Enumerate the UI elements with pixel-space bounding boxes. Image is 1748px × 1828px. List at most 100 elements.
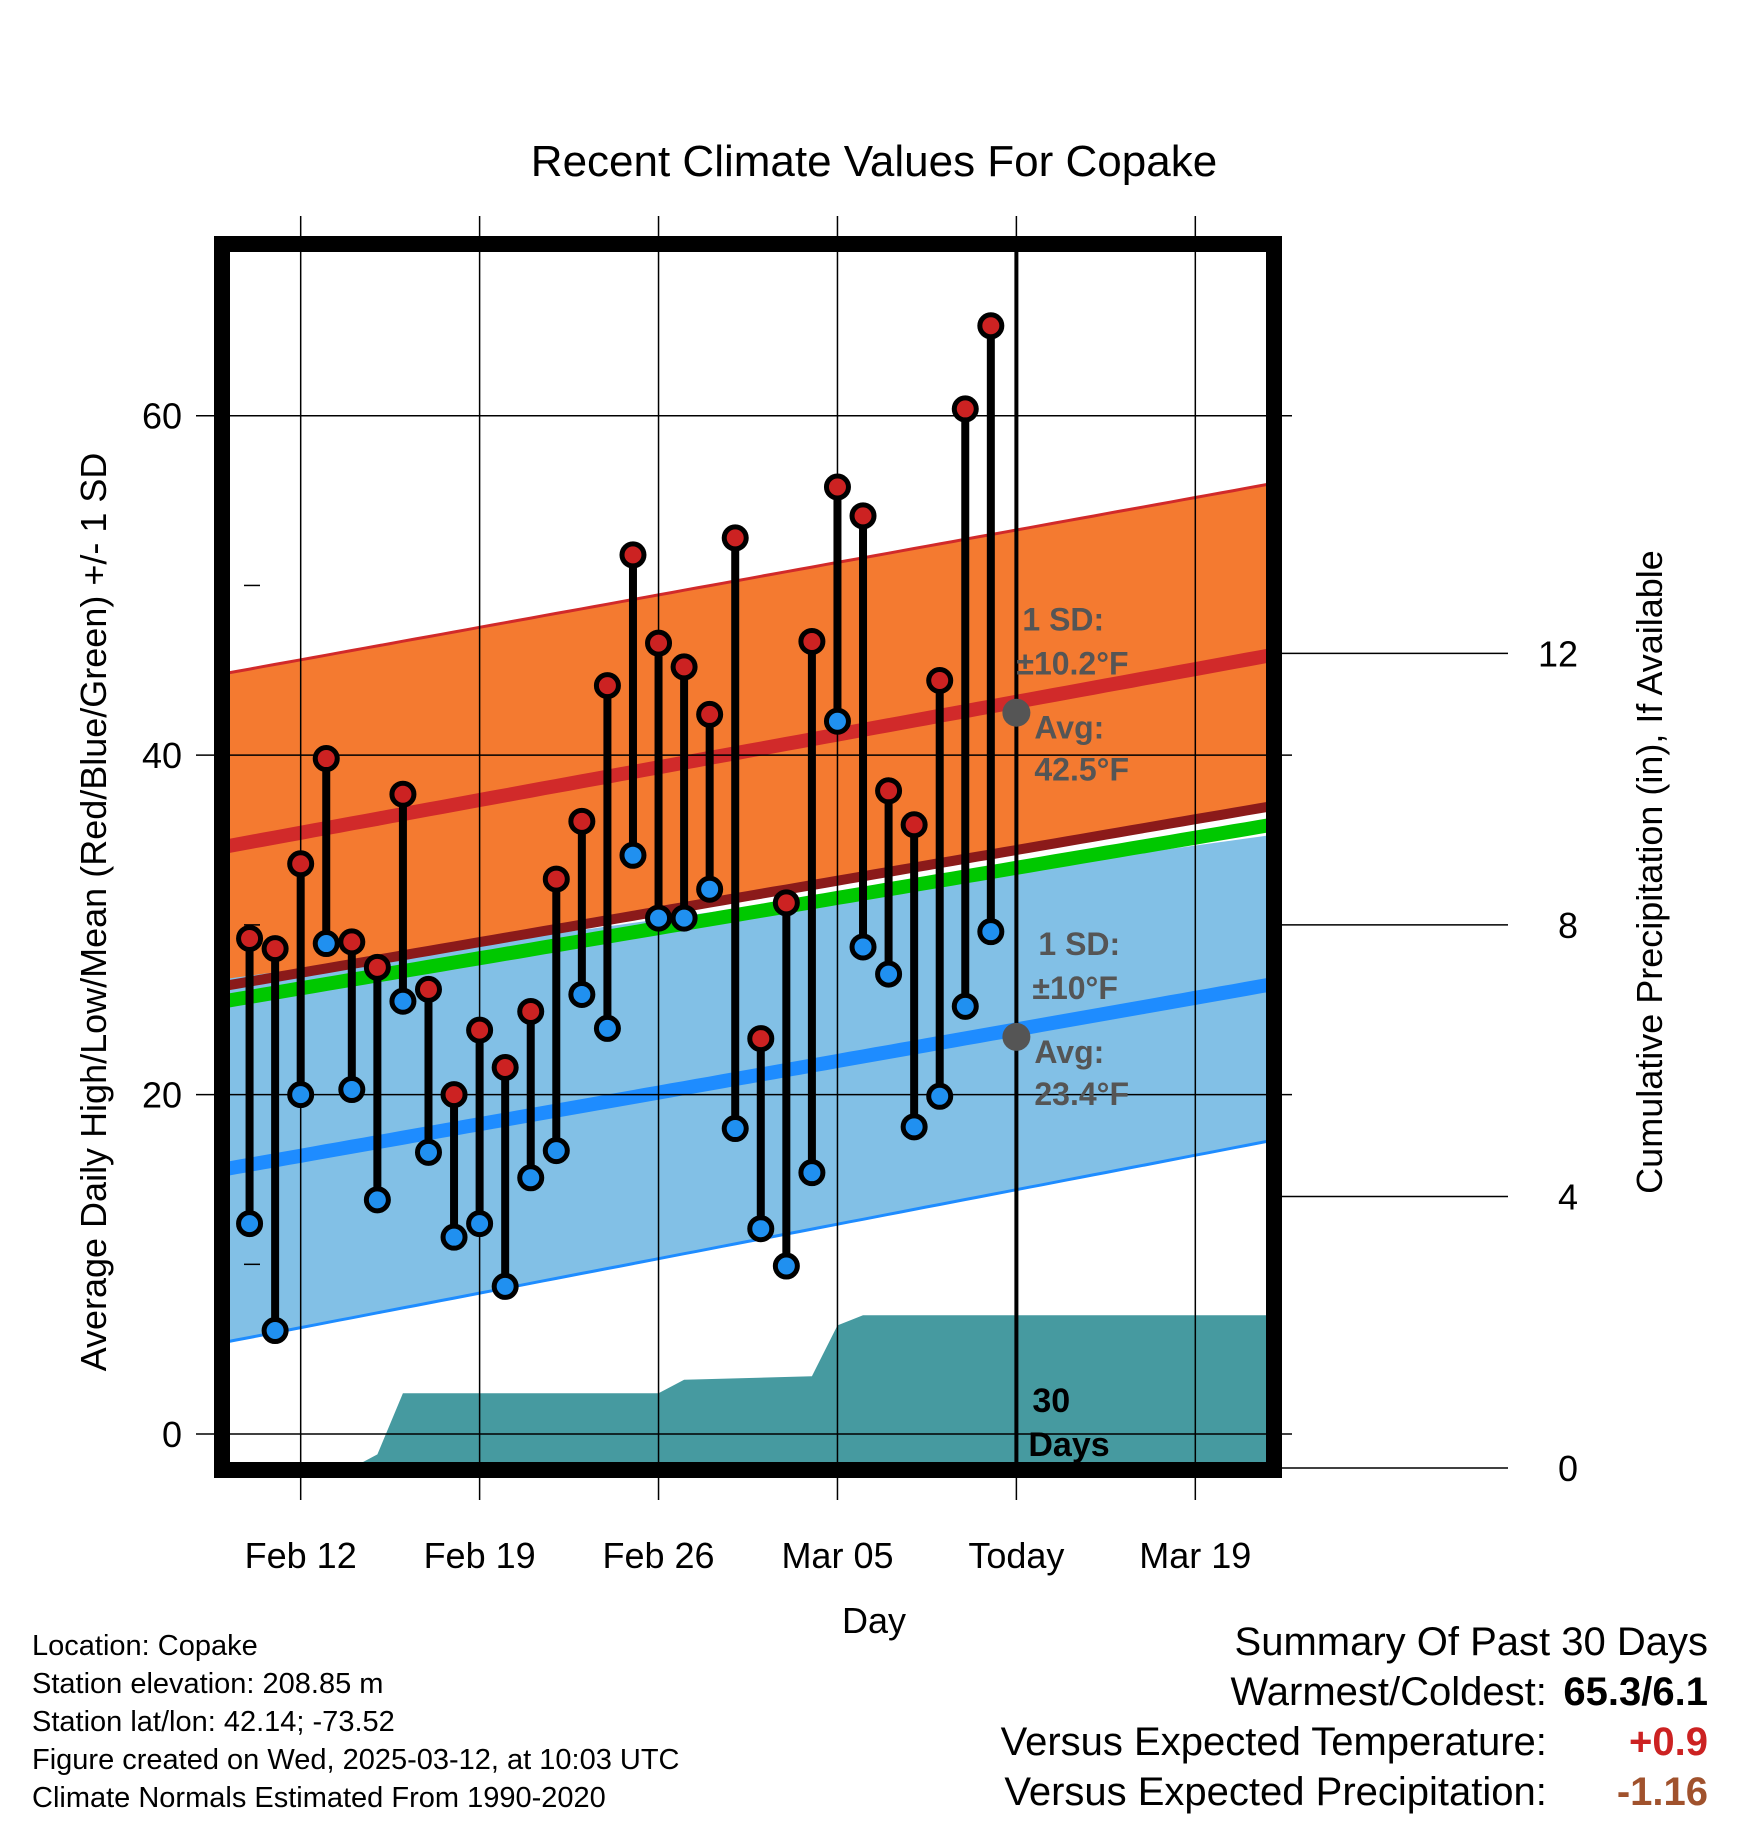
- low-normal-line: [224, 977, 1272, 1177]
- high-upper-edge: [224, 482, 1272, 676]
- x-tick-label: Today: [968, 1535, 1064, 1576]
- low-sd-value: ±10°F: [1032, 970, 1118, 1006]
- high-lower-overlap: [224, 801, 1272, 991]
- x-tick-label: Mar 05: [781, 1535, 893, 1576]
- warmest-label: Warmest/Coldest:: [1230, 1670, 1547, 1714]
- daily-high-marker: [772, 889, 800, 917]
- daily-high-marker: [619, 541, 647, 569]
- mean-normal-line: [224, 817, 1272, 1009]
- daily-high-marker: [236, 924, 264, 952]
- y2-tick-label: 0: [1558, 1448, 1578, 1489]
- precip-label: Versus Expected Precipitation:: [1004, 1770, 1547, 1814]
- daily-low-marker: [568, 980, 596, 1008]
- daily-low-marker: [414, 1138, 442, 1166]
- today-window-label-2: Days: [1028, 1426, 1109, 1464]
- high-avg-value: 42.5°F: [1034, 752, 1129, 788]
- low-avg-dot: [1002, 1022, 1031, 1051]
- daily-high-marker: [517, 997, 545, 1025]
- y-tick-label: 0: [162, 1414, 182, 1455]
- daily-low-marker: [312, 930, 340, 958]
- x-tick-label: Mar 19: [1139, 1535, 1251, 1576]
- created-text: Figure created on Wed, 2025-03-12, at 10…: [32, 1744, 680, 1776]
- daily-high-marker: [440, 1081, 468, 1109]
- daily-low-marker: [363, 1186, 391, 1214]
- daily-high-marker: [721, 524, 749, 552]
- daily-low-marker: [440, 1223, 468, 1251]
- daily-high-marker: [670, 653, 698, 681]
- daily-low-marker: [900, 1113, 928, 1141]
- daily-high-marker: [312, 745, 340, 773]
- low-avg-label: Avg:: [1034, 1034, 1104, 1070]
- daily-high-marker: [747, 1025, 775, 1053]
- axes-layer: Feb 12 Feb 19 Feb 26 Mar 05 Today Mar 1902040…: [142, 236, 1578, 1576]
- y2-tick-label: 4: [1558, 1176, 1578, 1217]
- daily-high-marker: [926, 666, 954, 694]
- high-avg-label: Avg:: [1034, 710, 1104, 746]
- daily-low-marker: [798, 1159, 826, 1187]
- daily-low-marker: [287, 1081, 315, 1109]
- daily-low-marker: [645, 904, 673, 932]
- plot-marks-layer: 1 SD: ±10.2°F Avg: 42.5°F 1 SD: ±10°F Avg: 23.4…: [236, 246, 1129, 1468]
- daily-high-marker: [798, 627, 826, 655]
- daily-low-marker: [466, 1210, 494, 1238]
- plot-background-layer: [196, 216, 1508, 1500]
- daily-low-marker: [696, 875, 724, 903]
- daily-high-marker: [951, 395, 979, 423]
- normals-text: Climate Normals Estimated From 1990-2020: [32, 1782, 606, 1814]
- daily-low-marker: [849, 933, 877, 961]
- daily-high-marker: [645, 629, 673, 657]
- daily-high-marker: [542, 865, 570, 893]
- y-tick-label: 40: [142, 735, 182, 776]
- location-text: Location: Copake: [32, 1630, 258, 1662]
- daily-high-marker: [261, 935, 289, 963]
- y-tick-label: 20: [142, 1075, 182, 1116]
- daily-low-marker: [593, 1014, 621, 1042]
- precip-value: -1.16: [1616, 1770, 1708, 1814]
- daily-high-marker: [593, 672, 621, 700]
- low-avg-value: 23.4°F: [1034, 1076, 1129, 1112]
- y-tick-label: 60: [142, 396, 182, 437]
- temp-label: Versus Expected Temperature:: [1000, 1720, 1547, 1764]
- daily-high-marker: [568, 807, 596, 835]
- chart-title: Recent Climate Values For Copake: [531, 137, 1217, 186]
- daily-low-marker: [491, 1272, 519, 1300]
- y2-tick-label: 8: [1558, 905, 1578, 946]
- daily-low-marker: [747, 1215, 775, 1243]
- y2-axis-label: Cumulative Precipitation (in), If Availa…: [1629, 550, 1670, 1194]
- daily-low-marker: [261, 1317, 289, 1345]
- summary-title: Summary Of Past 30 Days: [1234, 1620, 1708, 1664]
- warmest-value: 65.3/6.1: [1563, 1670, 1708, 1714]
- x-axis-label: Day: [842, 1600, 906, 1641]
- daily-low-marker: [951, 992, 979, 1020]
- high-sd-label: 1 SD:: [1022, 602, 1104, 638]
- daily-low-marker: [926, 1082, 954, 1110]
- summary-temp-row: Versus Expected Temperature: +0.9: [1001, 1720, 1708, 1765]
- latlon-text: Station lat/lon: 42.14; -73.52: [32, 1706, 395, 1738]
- daily-high-marker: [875, 777, 903, 805]
- daily-low-marker: [823, 707, 851, 735]
- daily-low-marker: [389, 987, 417, 1015]
- daily-high-marker: [849, 502, 877, 530]
- daily-high-marker: [389, 780, 417, 808]
- high-sd-band: [224, 483, 1272, 986]
- temp-value: +0.9: [1629, 1720, 1708, 1764]
- daily-high-marker: [823, 473, 851, 501]
- x-tick-label: Feb 12: [245, 1535, 357, 1576]
- x-tick-label: Feb 26: [602, 1535, 714, 1576]
- daily-high-marker: [977, 312, 1005, 340]
- high-normal-line: [224, 648, 1272, 854]
- daily-low-marker: [236, 1210, 264, 1238]
- summary-precip-row: Versus Expected Precipitation: -1.16: [1004, 1770, 1708, 1815]
- y2-tick-label: 12: [1538, 633, 1578, 674]
- daily-low-marker: [721, 1115, 749, 1143]
- daily-low-marker: [772, 1252, 800, 1280]
- daily-high-marker: [363, 953, 391, 981]
- daily-low-marker: [338, 1076, 366, 1104]
- x-tick-label: Feb 19: [424, 1535, 536, 1576]
- daily-low-marker: [875, 960, 903, 988]
- daily-low-marker: [977, 918, 1005, 946]
- daily-high-marker: [491, 1053, 519, 1081]
- plot-frame: [214, 236, 1282, 1478]
- daily-low-marker: [670, 904, 698, 932]
